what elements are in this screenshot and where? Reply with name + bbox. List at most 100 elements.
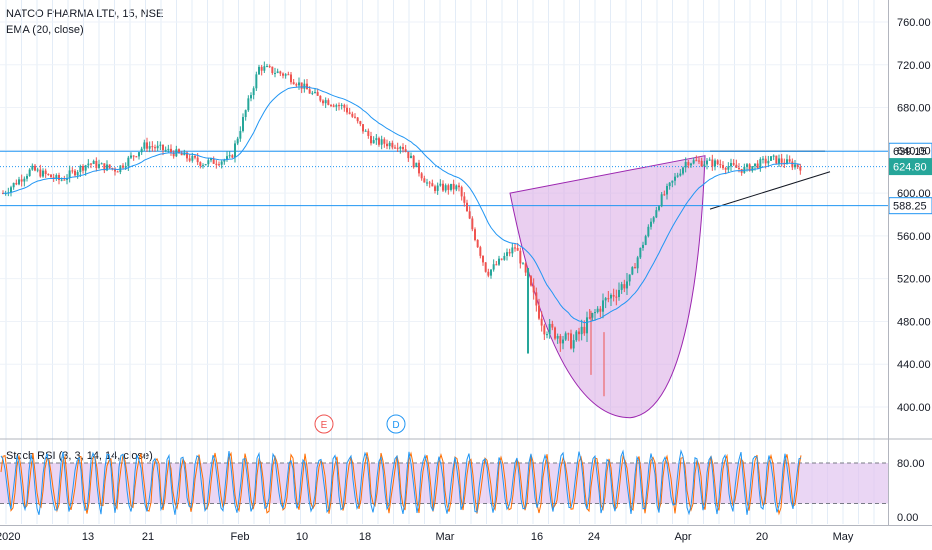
candle-body xyxy=(60,179,63,181)
candle-body xyxy=(298,82,300,86)
candle-body xyxy=(258,66,260,75)
candle-body xyxy=(695,160,698,162)
candle-body xyxy=(34,165,36,171)
candle-body xyxy=(428,182,431,184)
candle-body xyxy=(466,202,468,212)
candle-body xyxy=(578,331,580,335)
candle-body xyxy=(708,159,711,161)
candle-body xyxy=(439,183,442,186)
candle-body xyxy=(460,187,463,197)
stoch-rsi-pane: 80.00 0.00 xyxy=(0,449,925,524)
ema-line xyxy=(3,86,801,324)
price-tick-label: 560.00 xyxy=(897,231,931,243)
candle-body xyxy=(199,162,202,166)
candle-body xyxy=(788,159,791,162)
candle-body xyxy=(204,164,207,166)
candle-body xyxy=(383,139,386,144)
candle-body xyxy=(194,155,196,158)
candle-body xyxy=(596,308,599,313)
candle-body xyxy=(218,164,220,166)
candle-body xyxy=(36,169,39,171)
candle-body xyxy=(479,247,482,256)
candle-body xyxy=(447,185,450,190)
candle-body xyxy=(719,164,722,166)
price-badge-label: 624.80 xyxy=(893,162,927,174)
price-badge-label: 588.25 xyxy=(893,201,927,213)
candle-body xyxy=(442,183,444,191)
candle-body xyxy=(714,160,716,167)
candle-body xyxy=(79,166,82,173)
chart-title: NATCO PHARMA LTD, 15, NSE xyxy=(6,8,164,20)
candle-body xyxy=(762,158,764,160)
candle-body xyxy=(343,104,346,108)
candle-body xyxy=(290,74,292,83)
candle-body xyxy=(68,170,71,179)
candle-body xyxy=(146,142,148,149)
candle-body xyxy=(508,252,511,254)
candle-body xyxy=(239,131,242,139)
candle-body xyxy=(615,296,618,298)
candle-body xyxy=(106,164,108,171)
candle-body xyxy=(82,166,84,171)
candle-body xyxy=(687,162,690,166)
candle-body xyxy=(130,155,132,158)
candle-body xyxy=(322,100,324,104)
candle-body xyxy=(282,73,284,76)
candle-body xyxy=(44,170,47,175)
candle-body xyxy=(556,335,559,339)
candle-body xyxy=(375,138,378,141)
candle-body xyxy=(394,147,396,149)
candle-body xyxy=(668,182,671,187)
candle-body xyxy=(76,172,79,176)
candle-body xyxy=(463,196,466,203)
candle-body xyxy=(730,163,732,167)
rsi-tick-label: 80.00 xyxy=(897,458,925,470)
candle-body xyxy=(532,285,535,293)
candle-body xyxy=(316,92,319,96)
candle-body xyxy=(23,178,26,182)
candle-body xyxy=(319,95,322,101)
candle-body xyxy=(546,334,548,336)
candle-body xyxy=(511,247,514,254)
rsi-d-line xyxy=(0,451,802,516)
candle-body xyxy=(380,139,383,145)
candle-body xyxy=(634,267,636,269)
candle-body xyxy=(348,112,351,114)
candle-body xyxy=(396,147,399,149)
candle-body xyxy=(356,117,359,122)
candle-body xyxy=(647,226,650,237)
candle-body xyxy=(215,163,218,165)
event-marker-label: D xyxy=(392,420,399,431)
candle-body xyxy=(143,142,146,149)
candle-body xyxy=(287,74,290,76)
candle-body xyxy=(242,117,244,132)
candle-body xyxy=(18,179,20,185)
candle-body xyxy=(612,295,615,297)
candle-body xyxy=(754,163,756,167)
candle-body xyxy=(444,185,447,191)
ema-legend[interactable]: EMA (20, close) xyxy=(6,24,84,36)
candle-body xyxy=(775,155,778,164)
candle-body xyxy=(682,167,684,174)
candle-body xyxy=(178,149,180,153)
candle-body xyxy=(660,194,663,207)
candle-body xyxy=(359,121,362,125)
candle-body xyxy=(324,100,327,104)
chart-grid xyxy=(0,0,888,524)
candle-body xyxy=(370,135,372,144)
candle-body xyxy=(354,116,356,118)
candle-body xyxy=(436,185,439,191)
candle-body xyxy=(308,89,311,94)
candle-body xyxy=(498,258,500,265)
candle-body xyxy=(412,155,415,168)
stoch-rsi-legend[interactable]: Stoch RSI (3, 3, 14, 14, close) xyxy=(6,450,153,462)
candle-body xyxy=(570,333,572,349)
candle-body xyxy=(391,142,394,148)
candle-body xyxy=(767,160,770,164)
candle-body xyxy=(458,185,460,188)
candle-body xyxy=(476,239,479,248)
candle-body xyxy=(183,152,186,156)
candle-body xyxy=(295,84,298,86)
candle-body xyxy=(338,105,340,107)
